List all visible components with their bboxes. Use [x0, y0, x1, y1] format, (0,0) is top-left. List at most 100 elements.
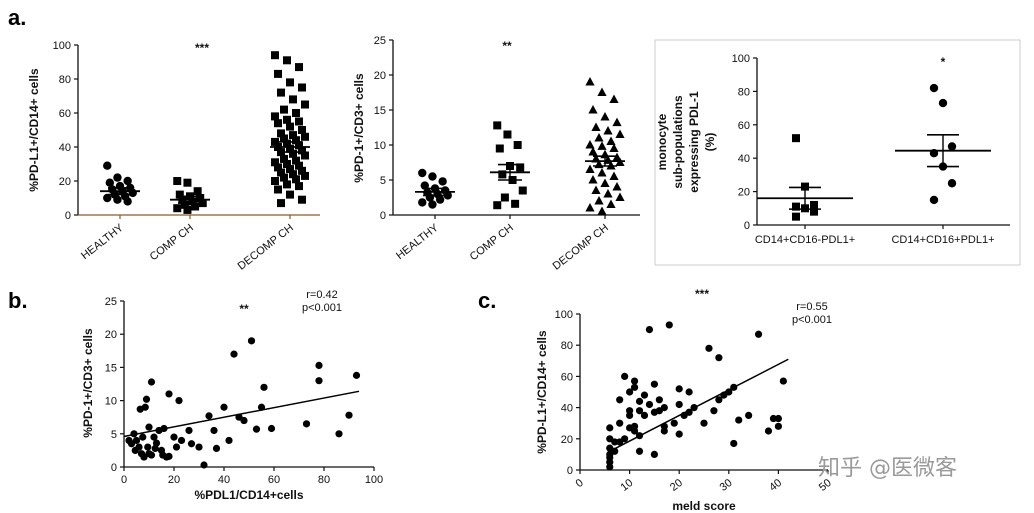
a2-point — [493, 121, 502, 130]
b-point — [185, 426, 193, 435]
a1-point — [298, 126, 306, 134]
a2-y-tick-label: 25 — [374, 35, 386, 47]
b-point — [302, 420, 311, 428]
c-point — [621, 372, 629, 380]
a3-point — [792, 212, 800, 221]
a2-point — [612, 117, 622, 127]
c-point — [635, 432, 644, 440]
a1-y-tick-label: 60 — [59, 108, 71, 120]
a1-point — [277, 168, 285, 177]
a2-y-tick-label: 20 — [374, 70, 386, 82]
b-point — [230, 350, 238, 358]
a2-point — [503, 130, 512, 139]
b-point — [240, 416, 248, 425]
a3-point — [792, 134, 800, 143]
a2-point — [603, 126, 613, 135]
a2-point — [418, 168, 427, 178]
b-point — [145, 423, 153, 431]
c-x-tick-label: 0 — [574, 477, 586, 490]
c-point — [715, 354, 723, 362]
a1-point — [292, 136, 300, 145]
a1-point — [105, 178, 115, 187]
a1-point — [277, 129, 285, 138]
b-point — [352, 371, 361, 379]
a1-point — [301, 132, 309, 141]
c-point — [621, 435, 629, 443]
a1-point — [286, 78, 294, 87]
a1-point — [301, 100, 309, 109]
a1-point — [271, 51, 279, 60]
a2-point — [500, 193, 509, 202]
c-x-tick-label: 20 — [668, 477, 685, 494]
c-point — [635, 407, 644, 415]
b-point — [345, 411, 353, 419]
c-point — [660, 404, 668, 412]
a2-point — [597, 206, 607, 215]
a2-category-label: DECOMP CH — [551, 222, 611, 273]
c-point — [640, 411, 649, 419]
b-point — [267, 424, 276, 433]
a1-point — [289, 149, 297, 158]
a2-point — [609, 94, 619, 103]
b-point — [187, 440, 196, 448]
a2-point — [418, 198, 427, 207]
b-point — [160, 424, 168, 433]
a1-point — [298, 195, 306, 204]
b-x-tick-label: 40 — [218, 474, 230, 486]
a1-point — [283, 180, 291, 189]
c-x-tick-label: 30 — [718, 477, 735, 494]
a2-point — [493, 201, 502, 210]
b-point — [147, 378, 156, 386]
a1-category-label: DECOMP CH — [236, 222, 296, 273]
b-x-tick-label: 60 — [268, 474, 280, 486]
c-point — [764, 427, 773, 435]
a1-point — [277, 199, 285, 208]
a1-point — [188, 197, 197, 206]
b-x-axis-title: %PDL1/CD14+cells — [194, 488, 303, 502]
c-point — [611, 447, 619, 455]
a2-point — [606, 136, 616, 145]
b-point — [195, 443, 203, 451]
a1-point — [123, 197, 132, 206]
c-point — [725, 388, 733, 396]
a1-point — [128, 188, 137, 198]
a1-significance: *** — [195, 41, 209, 55]
a1-point — [298, 166, 306, 175]
a3-point — [810, 207, 818, 216]
c-point — [769, 414, 778, 423]
b-y-tick-label: 0 — [111, 462, 117, 474]
a1-point — [301, 151, 309, 160]
a2-point — [609, 143, 619, 152]
c-y-tick-label: 20 — [561, 434, 573, 446]
c-point — [730, 439, 738, 448]
a1-point — [103, 161, 112, 170]
b-point — [144, 443, 152, 451]
a1-point — [277, 88, 285, 97]
a2-point — [606, 199, 616, 208]
panel-label-a: a. — [8, 5, 26, 30]
b-point — [315, 377, 323, 385]
b-point — [220, 403, 228, 411]
a2-point — [513, 141, 522, 149]
b-point — [247, 337, 256, 345]
c-point — [616, 396, 624, 404]
a2-y-tick-label: 15 — [374, 105, 386, 117]
a1-point — [295, 63, 303, 72]
a2-point — [600, 178, 610, 187]
c-point — [655, 396, 663, 404]
c-significance: *** — [695, 287, 709, 301]
c-point — [774, 422, 783, 430]
b-significance: ** — [239, 302, 249, 316]
watermark-text: 知乎 @医微客 — [818, 456, 957, 481]
b-point — [172, 443, 181, 451]
c-point — [675, 385, 683, 393]
a3-y-tick-label: 60 — [738, 120, 750, 132]
c-point — [660, 422, 668, 430]
a1-point — [295, 182, 303, 191]
a2-point — [603, 189, 613, 198]
a2-point — [443, 191, 452, 200]
a3-point — [810, 200, 818, 209]
a3-point — [929, 83, 939, 93]
a1-point — [298, 83, 306, 92]
